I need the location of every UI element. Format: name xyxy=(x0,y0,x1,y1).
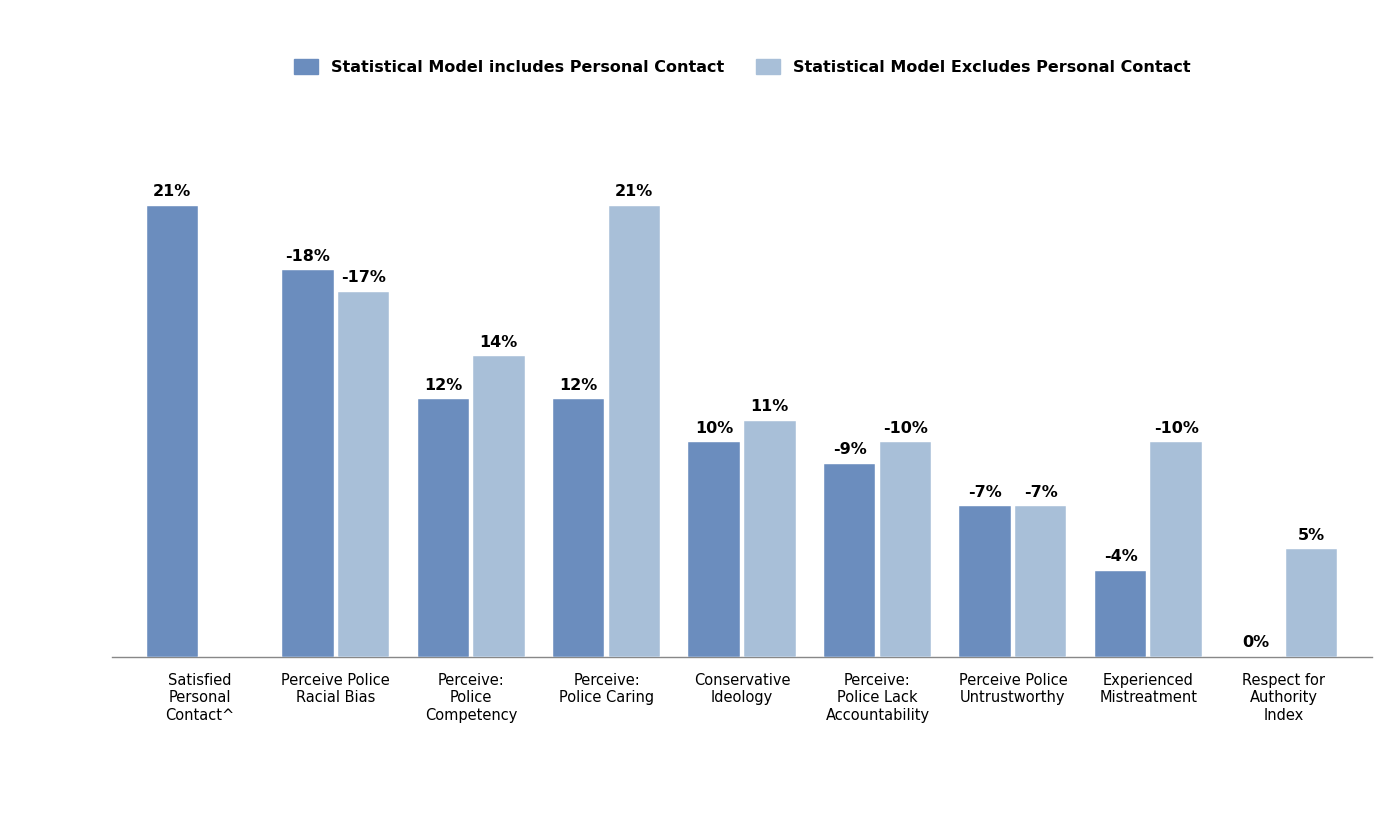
Text: 12%: 12% xyxy=(424,378,462,392)
Text: -4%: -4% xyxy=(1103,549,1138,565)
Text: 14%: 14% xyxy=(480,335,518,350)
Bar xyxy=(879,442,931,657)
Bar xyxy=(743,420,795,657)
Legend: Statistical Model includes Personal Contact, Statistical Model Excludes Personal: Statistical Model includes Personal Cont… xyxy=(286,51,1198,83)
Bar xyxy=(609,206,659,657)
Bar xyxy=(473,356,525,657)
Bar xyxy=(825,464,875,657)
Text: -9%: -9% xyxy=(833,442,867,457)
Bar xyxy=(337,291,389,657)
Bar xyxy=(1095,571,1147,657)
Text: -10%: -10% xyxy=(1154,420,1198,436)
Text: -18%: -18% xyxy=(286,249,330,264)
Bar xyxy=(1015,507,1067,657)
Text: -17%: -17% xyxy=(340,270,386,286)
Text: 0%: 0% xyxy=(1243,635,1270,650)
Text: -10%: -10% xyxy=(883,420,928,436)
Text: 5%: 5% xyxy=(1298,528,1326,543)
Text: 11%: 11% xyxy=(750,399,788,414)
Bar xyxy=(281,270,333,657)
Text: -7%: -7% xyxy=(1023,485,1057,500)
Bar xyxy=(689,442,741,657)
Text: 21%: 21% xyxy=(615,185,654,200)
Text: 12%: 12% xyxy=(560,378,598,392)
Bar xyxy=(1151,442,1203,657)
Bar xyxy=(1287,549,1337,657)
Text: -7%: -7% xyxy=(969,485,1002,500)
Text: 21%: 21% xyxy=(153,185,192,200)
Bar xyxy=(553,399,605,657)
Bar xyxy=(417,399,469,657)
Bar xyxy=(147,206,197,657)
Bar xyxy=(959,507,1011,657)
Text: 10%: 10% xyxy=(696,420,734,436)
